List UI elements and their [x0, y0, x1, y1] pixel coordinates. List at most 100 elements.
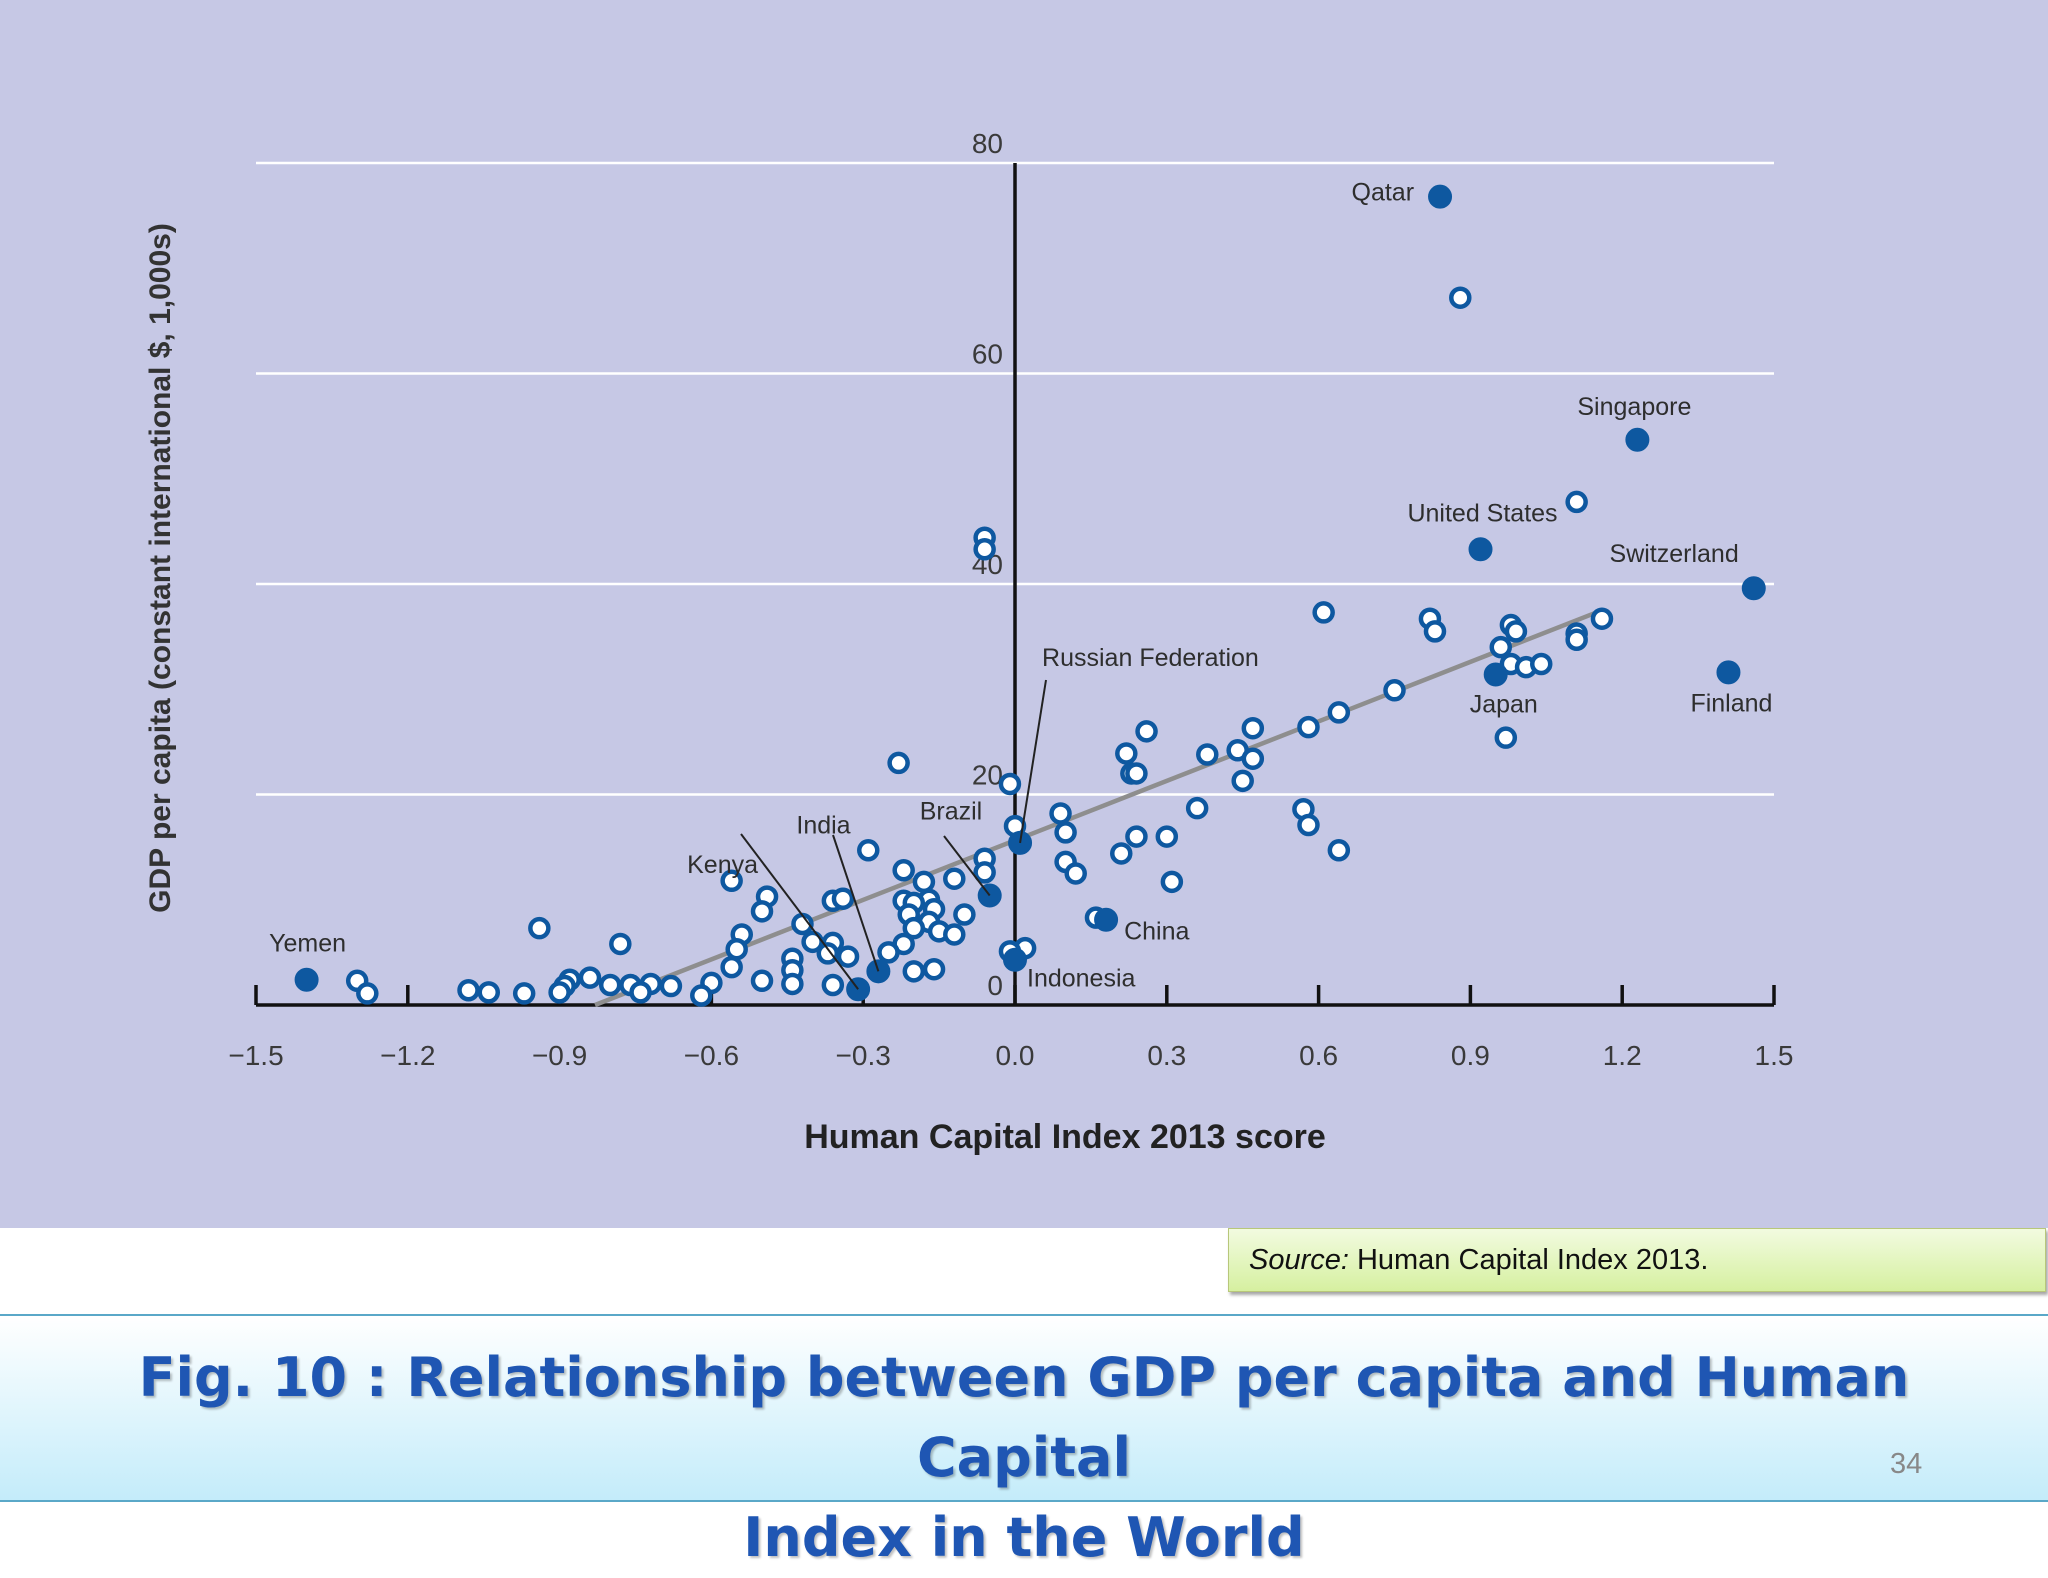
data-point: [1327, 839, 1351, 862]
data-point: [1423, 620, 1447, 643]
page-number: 34: [1890, 1448, 1923, 1480]
data-point: [831, 887, 855, 910]
data-point: [1241, 716, 1265, 740]
data-point: [1327, 701, 1351, 724]
data-point: [598, 973, 622, 997]
data-point: [1383, 679, 1406, 702]
data-point: [857, 839, 880, 862]
y-tick-label: 0: [987, 970, 1003, 1001]
y-axis-title: GDP per capita (constant international $…: [144, 223, 177, 913]
data-point: [548, 981, 571, 1004]
data-point: [750, 900, 774, 923]
highlighted-point: [1483, 662, 1508, 687]
x-tick-label: 0.6: [1299, 1040, 1338, 1071]
data-point: [781, 972, 804, 996]
x-tick-label: −1.2: [380, 1040, 435, 1071]
point-label: Indonesia: [1027, 965, 1136, 993]
data-point: [1312, 601, 1335, 624]
data-point: [902, 916, 926, 940]
data-point: [1504, 620, 1528, 643]
figure-caption-panel: Fig. 10 : Relationship between GDP per c…: [0, 1314, 2048, 1569]
data-point: [720, 869, 743, 893]
point-label: United States: [1407, 499, 1557, 527]
highlighted-point: [1468, 537, 1493, 562]
data-point: [1489, 635, 1513, 659]
data-point: [659, 974, 683, 998]
x-tick-label: −0.9: [532, 1040, 587, 1071]
leader-line: [832, 834, 880, 972]
data-point: [720, 955, 743, 979]
point-label: Kenya: [687, 851, 758, 879]
source-prefix: Source:: [1249, 1243, 1349, 1276]
data-point: [998, 772, 1022, 796]
point-label: Finland: [1690, 689, 1772, 717]
scatter-chart: −1.5 −1.2 −0.9 −0.6 −0.3 0.0 0.3 0.6 0.9 1.2 1.5 0 2…: [144, 128, 1794, 1156]
data-point: [943, 923, 966, 946]
source-note: Source: Human Capital Index 2013.: [1228, 1228, 2046, 1292]
data-point: [457, 979, 480, 1002]
point-label: India: [796, 811, 850, 839]
data-point: [821, 973, 845, 997]
data-point: [1110, 842, 1133, 865]
data-point: [1125, 825, 1148, 848]
point-label: Switzerland: [1610, 540, 1739, 568]
data-point: [902, 960, 926, 983]
data-point: [912, 870, 936, 894]
data-point: [1241, 747, 1265, 770]
data-point: [1155, 825, 1179, 848]
point-label: Brazil: [920, 798, 983, 826]
highlighted-point: [1428, 184, 1453, 209]
point-label: Japan: [1470, 691, 1538, 719]
data-point: [1297, 813, 1320, 837]
data-point: [1135, 720, 1158, 743]
y-tick-label: 60: [972, 339, 1003, 370]
x-tick-label: 1.2: [1603, 1040, 1642, 1071]
data-point: [609, 932, 632, 956]
data-point: [1449, 286, 1472, 309]
data-point: [1565, 628, 1588, 652]
data-point: [1565, 490, 1588, 514]
trend-line: [594, 608, 1603, 1008]
source-text: Human Capital Index 2013.: [1356, 1243, 1709, 1276]
data-point: [1185, 796, 1209, 820]
data-point: [973, 861, 996, 884]
data-point: [1494, 726, 1518, 749]
x-tick-label: 1.5: [1755, 1040, 1794, 1071]
data-point: [629, 981, 652, 1004]
data-point: [1297, 715, 1320, 739]
data-point: [356, 982, 379, 1005]
data-point: [1196, 743, 1219, 766]
chart-panel: −1.5 −1.2 −0.9 −0.6 −0.3 0.0 0.3 0.6 0.9 1.2 1.5 0 2…: [0, 0, 2048, 1228]
highlighted-point: [1094, 907, 1119, 932]
highlighted-point: [294, 967, 319, 992]
data-point: [750, 969, 774, 993]
data-point: [1231, 769, 1254, 793]
highlighted-point: [1716, 660, 1741, 685]
figure-caption-line-1: Fig. 10 : Relationship between GDP per c…: [138, 1346, 1910, 1489]
data-point: [1529, 652, 1553, 676]
data-point: [887, 751, 910, 775]
data-point: [1049, 802, 1072, 825]
figure-caption-line-2: Index in the World: [743, 1506, 1305, 1569]
leader-line: [1019, 679, 1047, 844]
data-point: [816, 942, 840, 965]
x-axis-title: Human Capital Index 2013 score: [804, 1118, 1326, 1156]
data-point: [1064, 862, 1087, 885]
point-label: Singapore: [1577, 393, 1691, 421]
point-label: Russian Federation: [1042, 644, 1259, 672]
data-point: [836, 945, 860, 968]
data-point: [943, 867, 966, 890]
y-tick-label: 80: [972, 128, 1003, 159]
x-tick-label: 0.0: [996, 1040, 1035, 1071]
data-point: [973, 538, 996, 561]
data-point: [528, 916, 551, 940]
data-point: [892, 859, 915, 882]
data-point: [512, 982, 536, 1005]
data-point: [953, 903, 976, 926]
data-point: [877, 941, 900, 964]
data-point: [690, 984, 713, 1007]
x-tick-label: −0.3: [836, 1040, 891, 1071]
data-point: [477, 981, 501, 1004]
leader-line: [943, 835, 991, 897]
data-point: [922, 957, 946, 981]
